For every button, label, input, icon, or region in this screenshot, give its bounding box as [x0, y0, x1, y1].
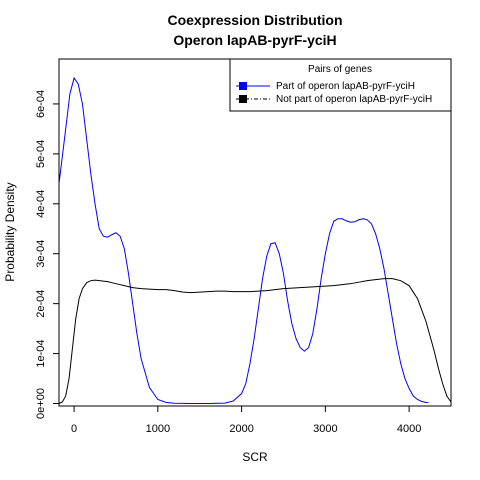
y-tick-label: 5e-04 [35, 140, 47, 168]
chart-title-line2: Operon lapAB-pyrF-yciH [173, 32, 336, 48]
series-line-1 [58, 278, 452, 404]
y-axis-label: Probability Density [3, 182, 17, 281]
y-tick-label: 2e-04 [35, 290, 47, 318]
x-tick-label: 1000 [146, 423, 170, 435]
x-tick-label: 4000 [397, 423, 421, 435]
y-tick-label: 3e-04 [35, 240, 47, 268]
legend-swatch-not-operon [239, 95, 247, 103]
legend-label-operon: Part of operon lapAB-pyrF-yciH [276, 81, 415, 92]
legend-label-not-operon: Not part of operon lapAB-pyrF-yciH [276, 94, 432, 105]
y-axis: 0e+00 1e-04 2e-04 3e-04 4e-04 5e-04 6e-04 [35, 90, 59, 419]
x-axis-label: SCR [242, 450, 268, 464]
y-tick-label: 6e-04 [35, 90, 47, 118]
legend-swatch-operon [239, 82, 247, 90]
y-tick-label: 0e+00 [35, 388, 47, 419]
x-tick-label: 2000 [229, 423, 253, 435]
y-tick-label: 4e-04 [35, 190, 47, 218]
x-tick-label: 0 [71, 423, 77, 435]
series-line-0 [58, 76, 429, 404]
x-axis: 0 1000 2000 3000 4000 [71, 406, 421, 435]
y-tick-label: 1e-04 [35, 340, 47, 368]
chart-title-line1: Coexpression Distribution [167, 12, 342, 28]
legend-title: Pairs of genes [308, 64, 372, 75]
legend: Pairs of genes Part of operon lapAB-pyrF… [229, 58, 452, 112]
series-group [58, 76, 452, 404]
legend-box [229, 58, 452, 112]
x-tick-label: 3000 [313, 423, 337, 435]
